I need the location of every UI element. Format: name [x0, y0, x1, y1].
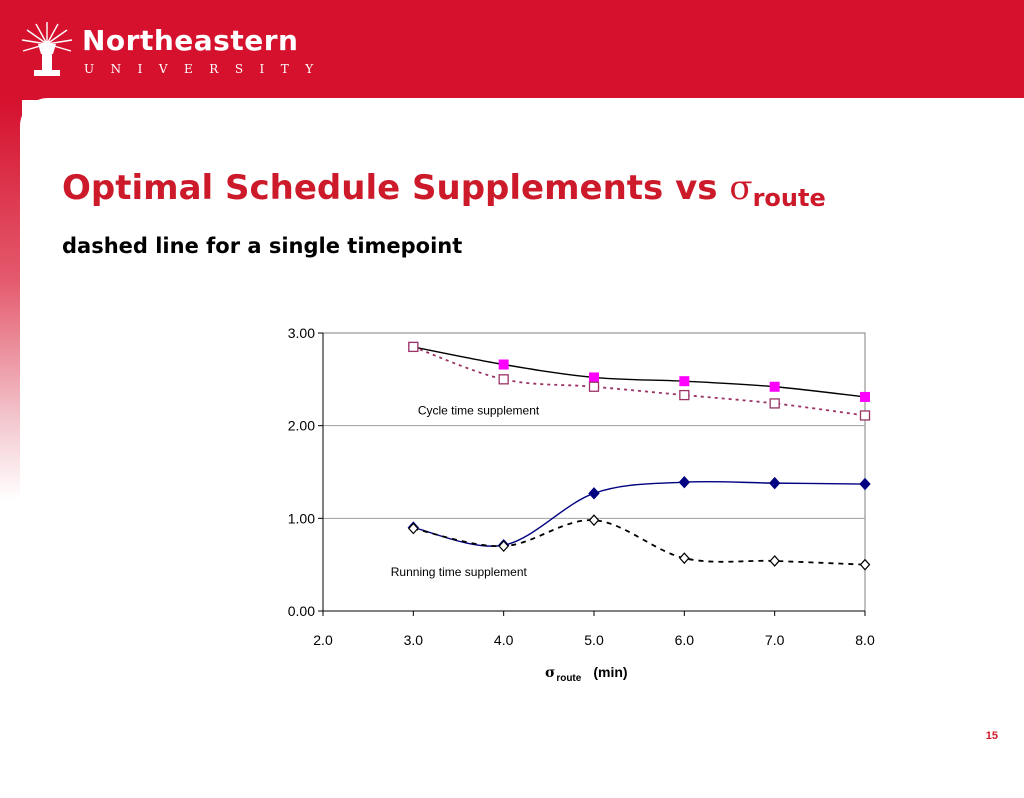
series-2 [408, 341, 871, 421]
title-subscript: route [752, 184, 826, 212]
y-tick-label: 0.00 [288, 603, 315, 619]
x-axis-label-unit: (min) [593, 664, 627, 680]
left-accent-bar [0, 100, 22, 500]
data-point [768, 476, 781, 490]
data-point [588, 381, 600, 392]
chart-annotation: Running time supplement [391, 565, 528, 579]
x-axis-label-symbol: σ [545, 665, 555, 681]
header-banner: Northeastern UNIVERSITY [0, 0, 1024, 100]
data-point [860, 391, 870, 402]
x-tick-label: 8.0 [855, 632, 875, 648]
data-point [769, 555, 780, 567]
university-subtitle: UNIVERSITY [84, 62, 330, 76]
x-tick-label: 4.0 [494, 632, 514, 648]
data-point [588, 487, 600, 500]
x-tick-label: 2.0 [313, 632, 333, 648]
y-tick-label: 1.00 [288, 510, 315, 526]
data-point [498, 374, 509, 385]
slide-subtitle: dashed line for a single timepoint [62, 234, 463, 258]
series-line [413, 346, 866, 398]
x-tick-label: 5.0 [584, 632, 604, 648]
series-4 [408, 514, 871, 571]
page-number: 15 [985, 730, 998, 742]
data-point [859, 558, 871, 571]
slide-title: Optimal Schedule Supplements vs σroute [62, 168, 826, 212]
sigma-symbol: σ [729, 168, 753, 208]
data-point [679, 389, 690, 401]
data-point [859, 410, 871, 421]
data-point [498, 359, 509, 370]
university-name: Northeastern [82, 24, 299, 57]
torch-icon [21, 22, 73, 76]
data-point [679, 552, 690, 565]
data-point [408, 522, 419, 535]
series-line [413, 346, 866, 417]
series-line [413, 519, 866, 566]
y-tick-label: 3.00 [288, 325, 315, 341]
x-tick-label: 6.0 [675, 632, 695, 648]
data-point [769, 398, 780, 409]
data-point [679, 376, 690, 387]
data-point [678, 475, 691, 489]
x-axis-label-subscript: route [556, 673, 581, 684]
chart-annotation: Cycle time supplement [418, 404, 540, 418]
data-point [859, 477, 871, 491]
data-point [588, 514, 600, 527]
data-point [769, 381, 780, 392]
data-point [498, 540, 509, 553]
supplement-chart: 0.00 1.00 2.00 3.00 2.0 3.0 4.0 5.0 6.0 7.0 8.0 σro… [288, 325, 875, 684]
data-point [589, 372, 599, 383]
university-logo[interactable]: Northeastern UNIVERSITY [18, 20, 318, 80]
slide-title-text: Optimal Schedule Supplements vs [62, 168, 730, 208]
x-tick-label: 3.0 [404, 632, 424, 648]
y-tick-label: 2.00 [288, 418, 315, 434]
data-point [408, 341, 419, 353]
x-axis-label: σroute (min) [545, 664, 628, 684]
x-tick-label: 7.0 [765, 632, 785, 648]
